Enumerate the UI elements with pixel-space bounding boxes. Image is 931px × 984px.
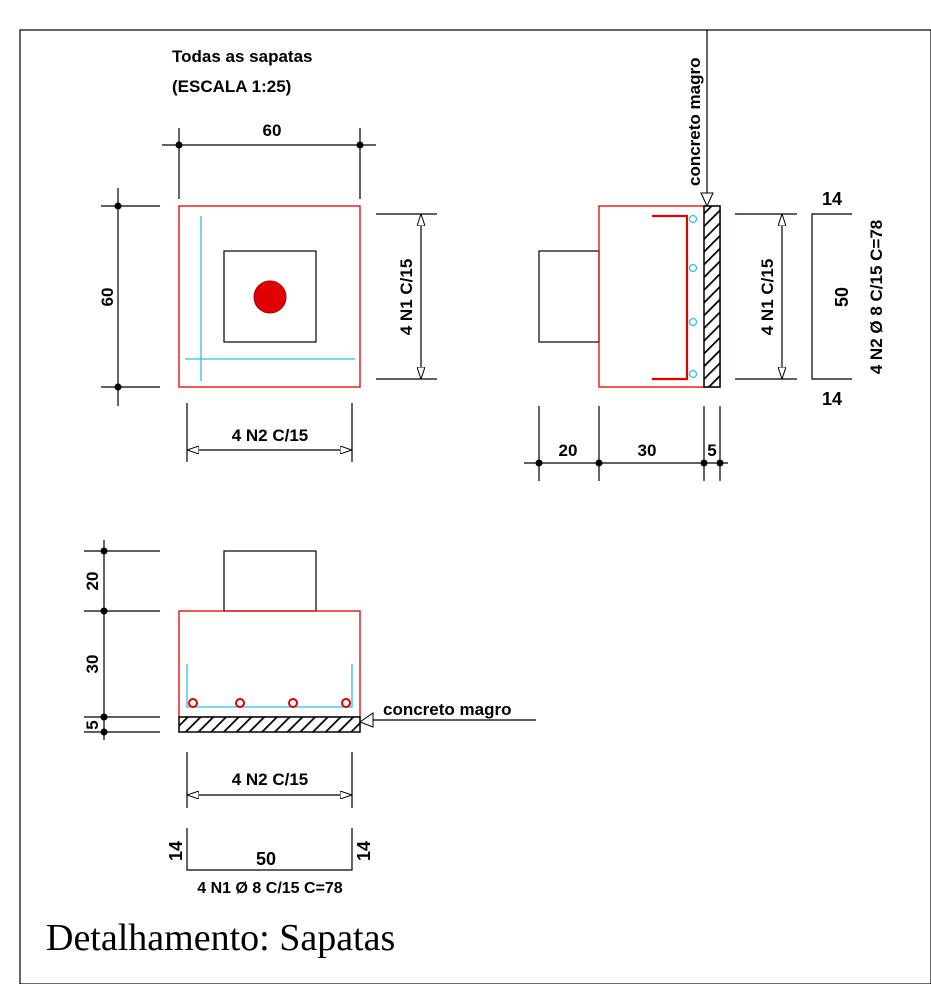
plan-view: 60 60 4 N1 C/15 4 N2 C/15 [98,121,437,462]
dimension-side-bottom: 20 30 5 [524,406,728,481]
dim-value-20: 20 [559,441,578,460]
bar-length-n1: 50 [256,849,276,869]
section-view: 20 30 5 concreto magro 4 N2 C/15 14 50 1… [83,540,536,897]
lean-concrete-layer [703,205,721,388]
dim-value-top: 60 [263,121,282,140]
rebar-n1-section [186,664,353,708]
rebar-label-section: 4 N2 C/15 [232,770,309,789]
bar-right-length: 14 [354,841,374,861]
rebar-n1-bent [652,214,689,381]
rebar-callout-n1: 4 N1 C/15 [376,213,437,380]
bar-top-length: 14 [822,189,842,209]
dim-value-left: 60 [98,288,117,307]
lean-concrete-label-section: concreto magro [383,700,511,719]
bar-schedule-n2: 14 50 14 4 N2 Ø 8 C/15 C=78 [811,189,886,409]
footing-outline-side [598,205,721,388]
rebar-label-n2: 4 N2 C/15 [232,426,309,445]
bar-bottom-length: 14 [822,389,842,409]
bar-spec-n1: 4 N1 Ø 8 C/15 C=78 [197,880,343,897]
drawing-scale: (ESCALA 1:25) [172,77,291,96]
bar-length: 50 [832,287,852,307]
dim-value-section-20: 20 [83,572,102,591]
dimension-section-left: 20 30 5 [83,540,160,740]
dimension-left: 60 [98,188,160,406]
rebar-callout-n2: 4 N2 C/15 [186,403,353,462]
dim-value-30: 30 [638,441,657,460]
drawing-title: Todas as sapatas [172,47,312,66]
footing-outline-section [178,610,361,718]
lean-concrete-layer-section [178,716,361,733]
bar-schedule-n1: 14 50 14 4 N1 Ø 8 C/15 C=78 [166,828,374,897]
column-stub [538,250,600,343]
footing-outline [178,205,361,388]
dimension-top: 60 [162,121,376,199]
dim-value-section-5: 5 [83,720,102,729]
dim-value-section-30: 30 [83,655,102,674]
bar-left-length: 14 [166,841,186,861]
column-stub-section [223,550,317,612]
rebar-label-n1: 4 N1 C/15 [397,259,416,336]
dim-value-5: 5 [707,441,716,460]
rebar-label-side: 4 N1 C/15 [758,259,777,336]
bar-spec-n2: 4 N2 Ø 8 C/15 C=78 [867,220,886,375]
column-outline [223,250,317,343]
drawing-caption: Detalhamento: Sapatas [46,917,395,959]
column-bar-section [253,280,287,314]
lean-concrete-label: concreto magro [685,58,704,186]
side-view: concreto magro 4 N1 C/15 20 30 5 14 50 [524,30,886,481]
sheet-border [19,29,931,984]
